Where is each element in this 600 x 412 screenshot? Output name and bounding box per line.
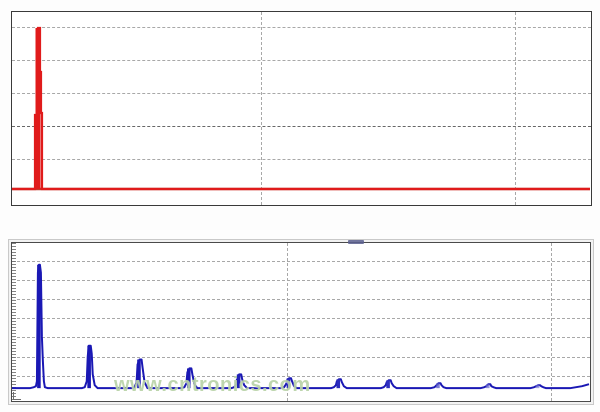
gridline-h-5 [12, 337, 590, 338]
gridline-h-2 [12, 280, 590, 281]
top-frame-blip [348, 240, 364, 244]
gridline-h-5 [12, 159, 591, 160]
gridline-h-6 [12, 357, 590, 358]
blue-harmonic-trace [12, 263, 590, 390]
gridline-h-1 [12, 261, 590, 262]
left-tick-rail [12, 243, 16, 401]
red-waveform-plot [11, 11, 592, 206]
blue-harmonic-spectrum-plot: www.cntronics.com [11, 242, 591, 402]
corner-tick-marker [13, 392, 21, 400]
gridline-h-2 [12, 60, 591, 61]
gridline-h-4 [12, 126, 591, 127]
gridline-v-1 [261, 12, 262, 205]
gridline-v-2 [551, 243, 552, 401]
red-impulse-trace [12, 26, 590, 191]
gridline-h-7 [12, 376, 590, 377]
gridline-h-4 [12, 318, 590, 319]
gridline-h-3 [12, 299, 590, 300]
gridline-h-3 [12, 93, 591, 94]
gridline-h-1 [12, 27, 591, 28]
gridline-v-1 [287, 243, 288, 401]
blue-spectrum-panel-outer: www.cntronics.com [8, 239, 594, 405]
gridline-v-2 [515, 12, 516, 205]
top-plot-area [12, 12, 591, 205]
bottom-plot-area: www.cntronics.com [12, 243, 590, 401]
